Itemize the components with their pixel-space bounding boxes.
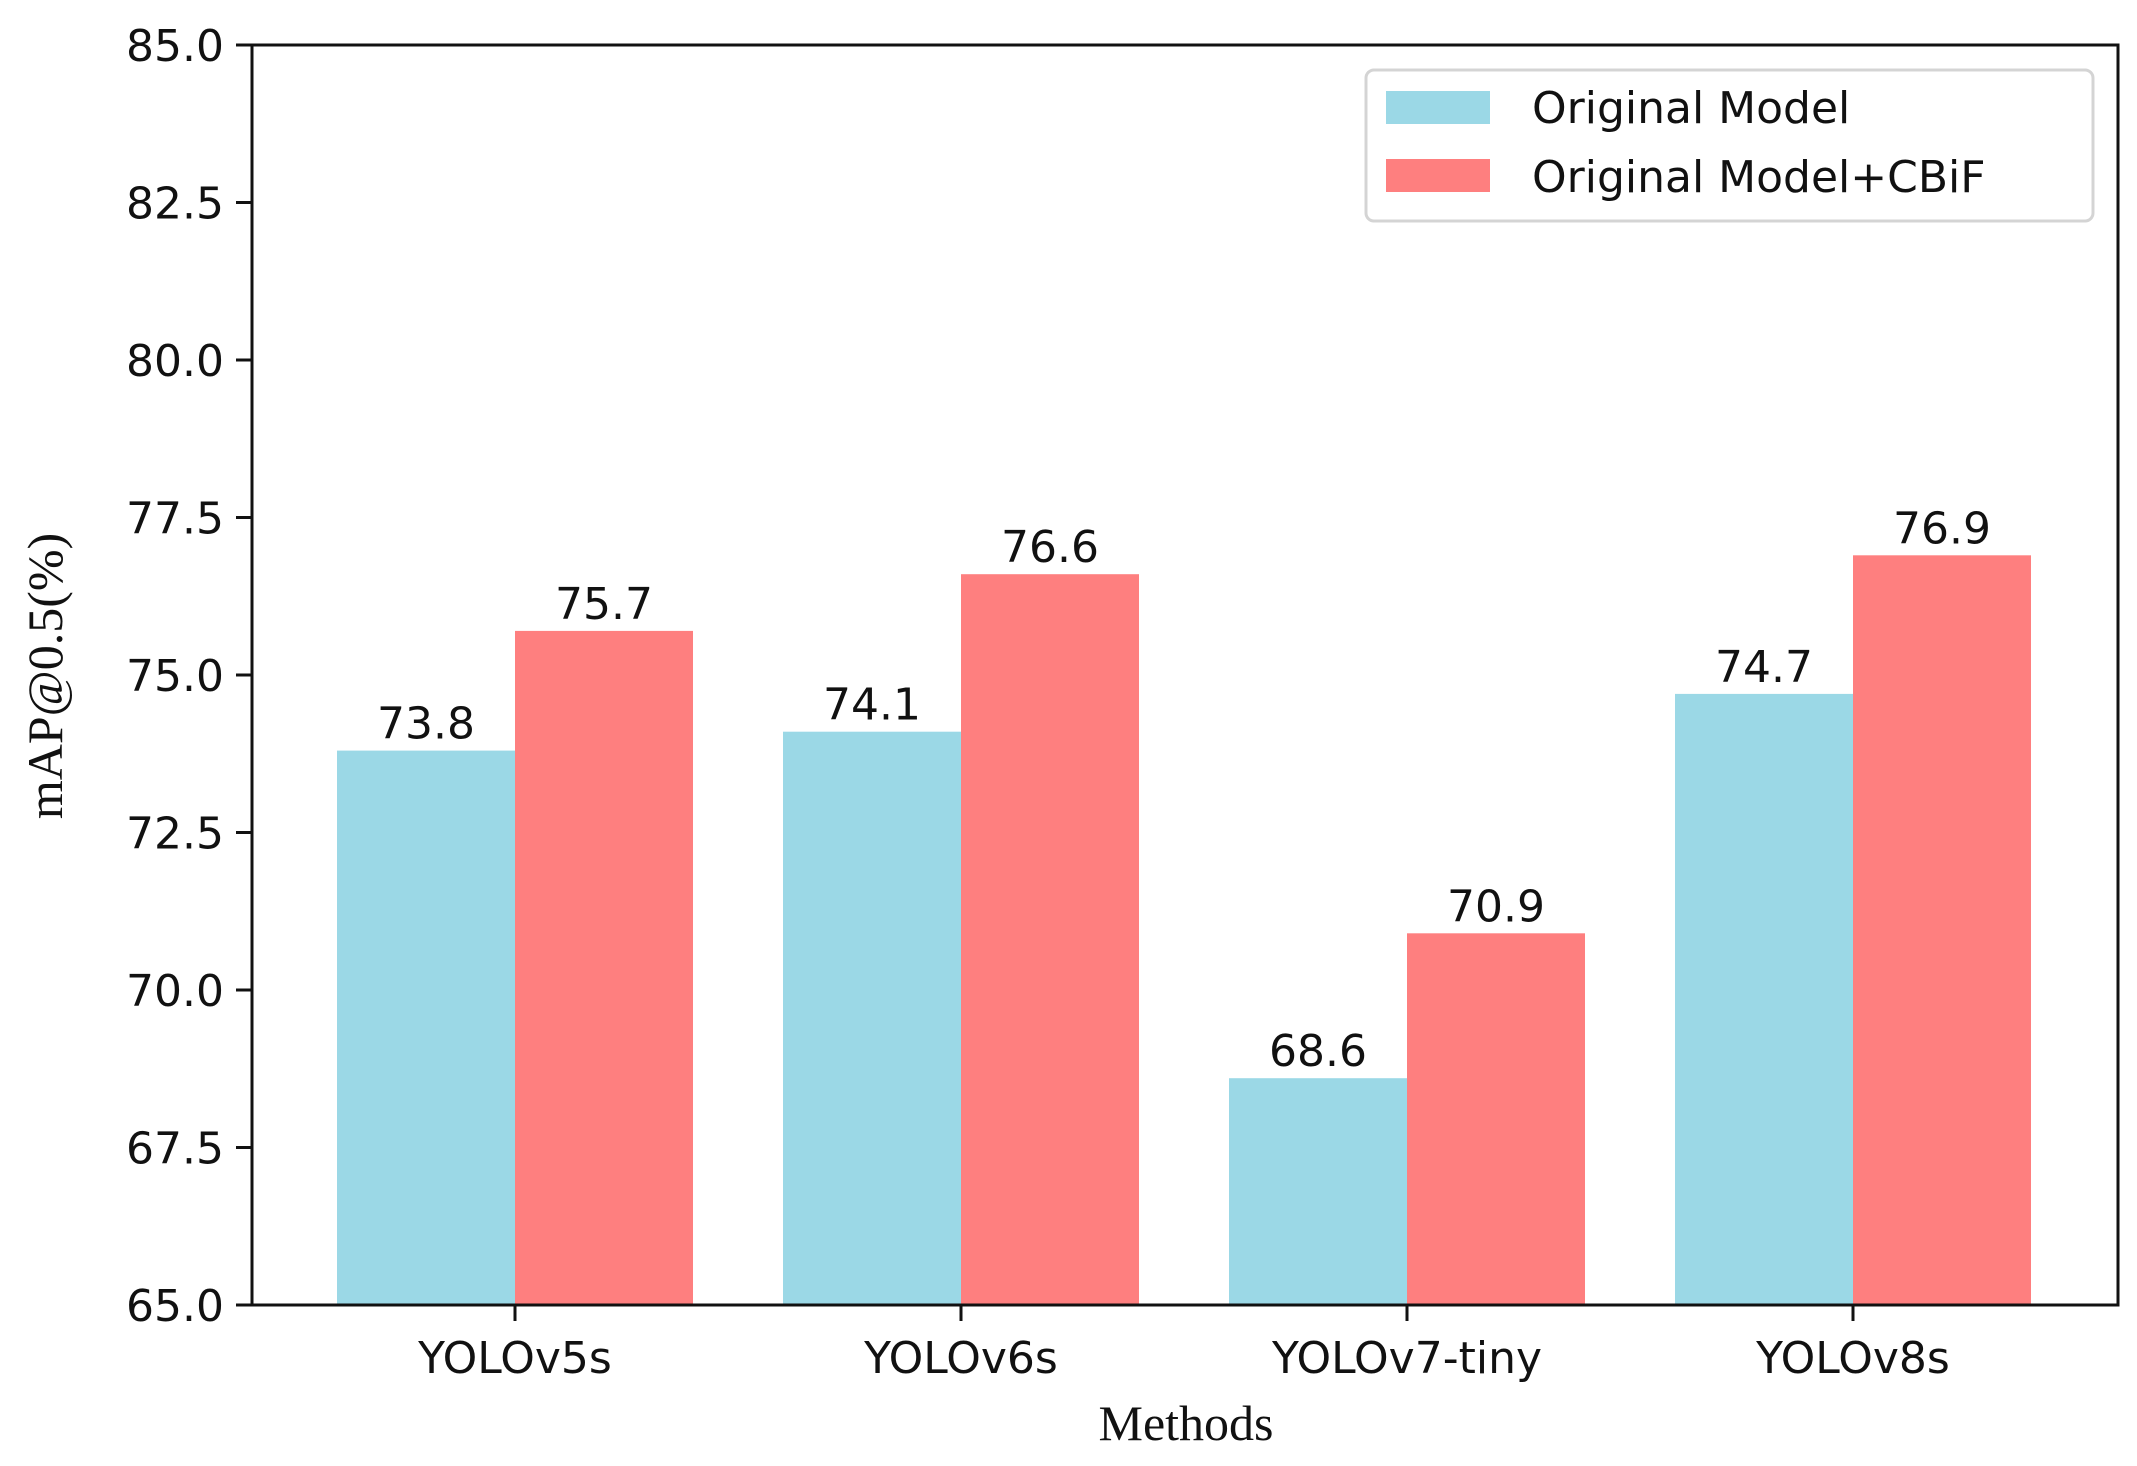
y-tick-label: 75.0	[126, 651, 224, 702]
y-tick-label: 65.0	[126, 1281, 224, 1332]
bar-yolov7-tiny-series-2	[1407, 933, 1585, 1305]
legend: Original Model Original Model+CBiF	[1364, 68, 2095, 223]
y-tick-label: 85.0	[126, 21, 224, 72]
bar-value-label: 76.9	[1893, 503, 1991, 554]
legend-box	[1364, 68, 2095, 223]
bar-value-label: 70.9	[1447, 881, 1545, 932]
y-tick-label: 82.5	[126, 179, 224, 230]
legend-swatch-original-model-cbif	[1386, 159, 1490, 192]
y-tick-label: 72.5	[126, 809, 224, 860]
bar-value-label: 73.8	[377, 699, 475, 750]
x-tick-label: YOLOv8s	[1755, 1333, 1950, 1384]
y-axis-title: mAP@0.5(%)	[17, 533, 73, 819]
x-axis-title: Methods	[1099, 1395, 1274, 1451]
bar-yolov8s-series-1	[1675, 693, 1853, 1305]
bar-value-label: 74.1	[823, 680, 921, 731]
legend-label-original-model: Original Model	[1532, 83, 1850, 134]
y-tick-label: 70.0	[126, 966, 224, 1017]
axes-layer: 65.0 67.5 70.0 72.5 75.0 77.5 80.0 82.5 85.0 YOLO…	[126, 21, 2120, 1384]
bar-labels-layer: 73.8 74.1 68.6 74.7 75.7 76.6 70.9 76.9	[377, 503, 1991, 1077]
bar-yolov8s-series-2	[1853, 555, 2031, 1305]
x-tick-label: YOLOv7-tiny	[1271, 1333, 1542, 1384]
bar-value-label: 76.6	[1001, 522, 1099, 573]
bar-yolov5s-series-2	[515, 630, 693, 1305]
legend-label-original-model-cbif: Original Model+CBiF	[1532, 152, 1986, 203]
x-tick-label: YOLOv6s	[863, 1333, 1058, 1384]
bar-value-label: 74.7	[1715, 642, 1813, 693]
bar-yolov6s-series-2	[961, 574, 1139, 1305]
y-tick-label: 77.5	[126, 494, 224, 545]
bar-value-label: 68.6	[1269, 1026, 1367, 1077]
legend-swatch-original-model	[1386, 91, 1490, 124]
x-tick-label: YOLOv5s	[417, 1333, 612, 1384]
bar-yolov5s-series-1	[337, 750, 515, 1305]
bar-value-label: 75.7	[555, 579, 653, 630]
bar-yolov7-tiny-series-1	[1229, 1078, 1407, 1305]
y-tick-label: 67.5	[126, 1124, 224, 1175]
bar-yolov6s-series-1	[783, 731, 961, 1305]
y-tick-label: 80.0	[126, 336, 224, 387]
bars-layer	[337, 555, 2031, 1305]
